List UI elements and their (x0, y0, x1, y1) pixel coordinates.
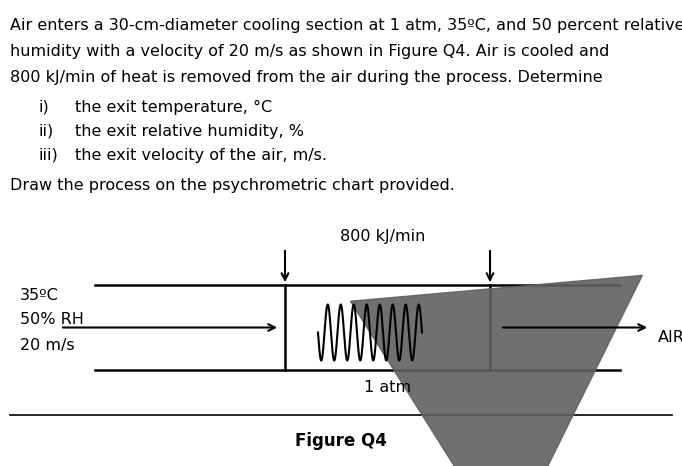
Text: Air enters a 30-cm-diameter cooling section at 1 atm, 35ºC, and 50 percent relat: Air enters a 30-cm-diameter cooling sect… (10, 18, 682, 33)
Text: iii): iii) (38, 148, 58, 163)
Text: the exit relative humidity, %: the exit relative humidity, % (75, 124, 304, 139)
Text: 20 m/s: 20 m/s (20, 338, 74, 353)
Text: 1 atm: 1 atm (364, 380, 411, 395)
Text: i): i) (38, 100, 48, 115)
Text: humidity with a velocity of 20 m/s as shown in Figure Q4. Air is cooled and: humidity with a velocity of 20 m/s as sh… (10, 44, 610, 59)
Text: 800 kJ/min of heat is removed from the air during the process. Determine: 800 kJ/min of heat is removed from the a… (10, 70, 603, 85)
Text: AIR: AIR (658, 330, 682, 345)
Text: the exit temperature, °C: the exit temperature, °C (75, 100, 272, 115)
Text: the exit velocity of the air, m/s.: the exit velocity of the air, m/s. (75, 148, 327, 163)
Text: Draw the process on the psychrometric chart provided.: Draw the process on the psychrometric ch… (10, 178, 455, 193)
Text: 50% RH: 50% RH (20, 312, 84, 327)
Text: Figure Q4: Figure Q4 (295, 432, 387, 450)
Text: ii): ii) (38, 124, 53, 139)
Text: 800 kJ/min: 800 kJ/min (340, 229, 425, 244)
Text: 35ºC: 35ºC (20, 288, 59, 303)
